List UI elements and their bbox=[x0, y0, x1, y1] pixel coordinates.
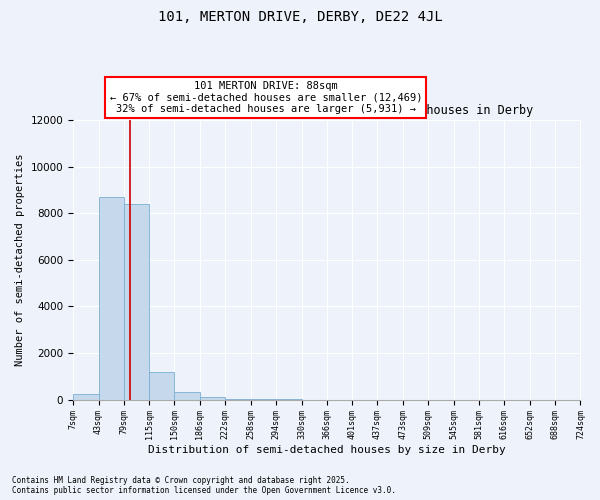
X-axis label: Distribution of semi-detached houses by size in Derby: Distribution of semi-detached houses by … bbox=[148, 445, 506, 455]
Text: 101, MERTON DRIVE, DERBY, DE22 4JL: 101, MERTON DRIVE, DERBY, DE22 4JL bbox=[158, 10, 442, 24]
Bar bbox=[174, 392, 200, 400]
Bar bbox=[225, 398, 251, 400]
Text: 101 MERTON DRIVE: 88sqm
← 67% of semi-detached houses are smaller (12,469)
32% o: 101 MERTON DRIVE: 88sqm ← 67% of semi-de… bbox=[110, 81, 422, 114]
Bar bbox=[149, 372, 174, 400]
Text: Contains HM Land Registry data © Crown copyright and database right 2025.
Contai: Contains HM Land Registry data © Crown c… bbox=[12, 476, 396, 495]
Bar bbox=[124, 204, 149, 400]
Bar bbox=[200, 398, 225, 400]
Y-axis label: Number of semi-detached properties: Number of semi-detached properties bbox=[15, 154, 25, 366]
Title: Size of property relative to semi-detached houses in Derby: Size of property relative to semi-detach… bbox=[120, 104, 533, 118]
Bar bbox=[98, 197, 124, 400]
Bar bbox=[73, 394, 98, 400]
